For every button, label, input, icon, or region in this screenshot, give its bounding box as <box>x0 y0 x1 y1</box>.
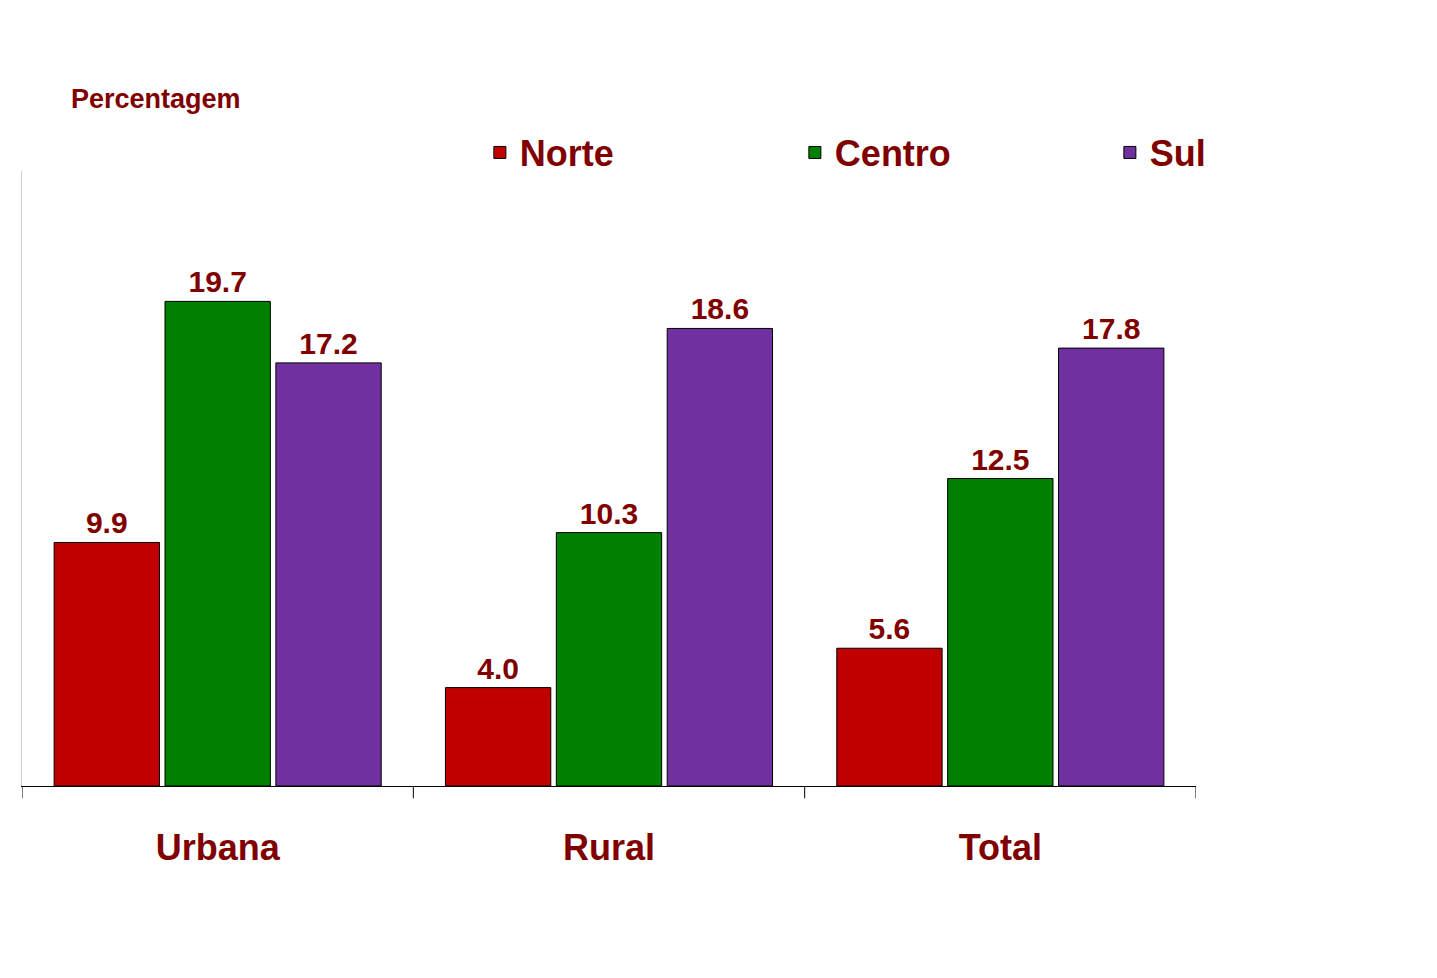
svg-text:17.8: 17.8 <box>1082 312 1140 345</box>
svg-text:Urbana: Urbana <box>156 827 281 868</box>
svg-text:9.9: 9.9 <box>86 506 128 539</box>
svg-text:19.7: 19.7 <box>188 265 246 298</box>
svg-text:Rural: Rural <box>563 827 655 868</box>
svg-text:4.0: 4.0 <box>477 652 519 685</box>
svg-text:17.2: 17.2 <box>299 327 357 360</box>
svg-text:12.5: 12.5 <box>971 443 1029 476</box>
svg-text:Norte: Norte <box>520 133 614 174</box>
svg-text:Percentagem: Percentagem <box>71 84 241 114</box>
svg-text:Centro: Centro <box>835 133 951 174</box>
svg-text:Total: Total <box>959 827 1042 868</box>
svg-text:18.6: 18.6 <box>691 292 749 325</box>
svg-text:5.6: 5.6 <box>869 612 911 645</box>
svg-text:10.3: 10.3 <box>580 497 638 530</box>
svg-text:Sul: Sul <box>1150 133 1206 174</box>
